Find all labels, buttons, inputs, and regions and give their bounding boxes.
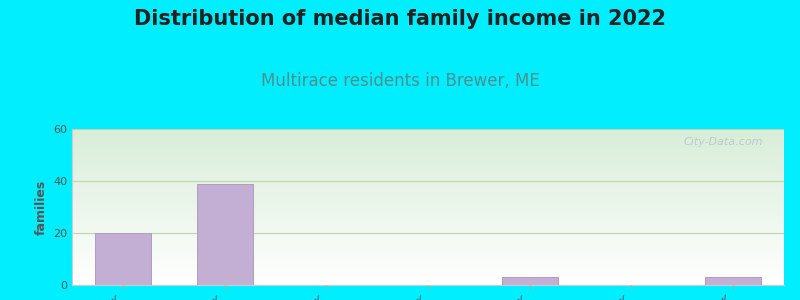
Y-axis label: families: families: [34, 179, 47, 235]
Text: Distribution of median family income in 2022: Distribution of median family income in …: [134, 9, 666, 29]
Text: Multirace residents in Brewer, ME: Multirace residents in Brewer, ME: [261, 72, 539, 90]
Bar: [197, 184, 253, 285]
Bar: [502, 277, 558, 285]
Bar: [95, 233, 151, 285]
Text: City-Data.com: City-Data.com: [683, 137, 762, 147]
Bar: [705, 277, 761, 285]
